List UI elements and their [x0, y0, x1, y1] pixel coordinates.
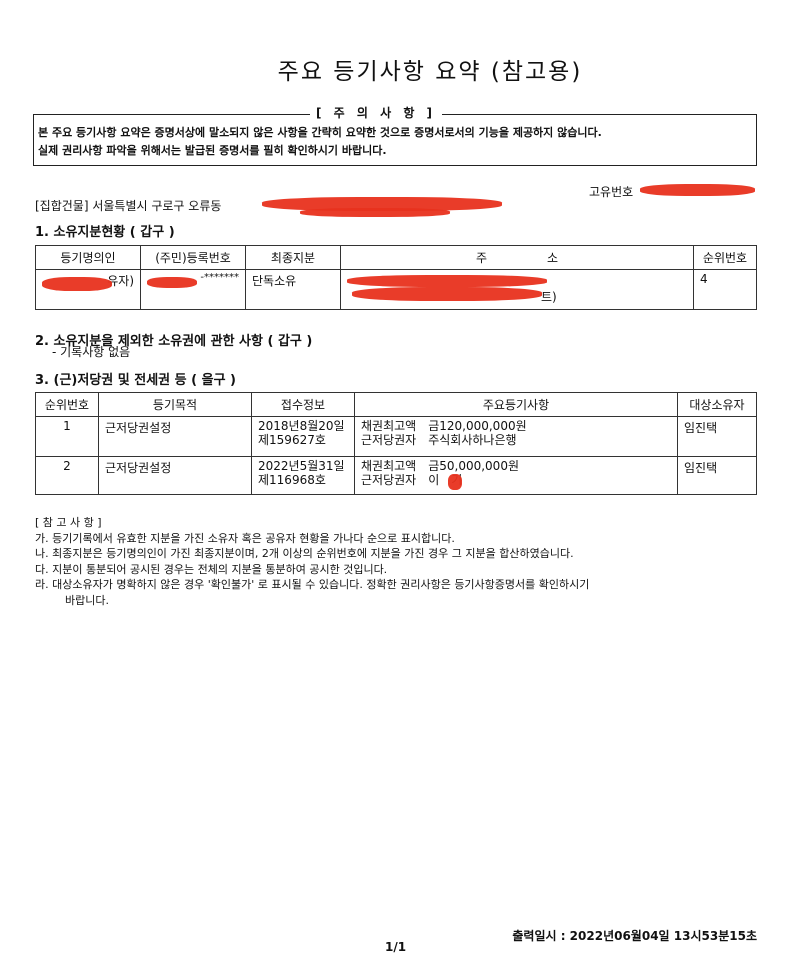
receipt-info: 2018년8월20일 제159627호 [251, 416, 355, 457]
registration-purpose: 근저당권설정 [98, 416, 252, 457]
col-header: 등기목적 [98, 392, 252, 417]
final-share: 단독소유 [245, 269, 341, 310]
page-title: 주요 등기사항 요약 (참고용) [277, 59, 583, 85]
notice-heading: [ 주 의 사 항 ] [310, 104, 443, 121]
notes-heading: [ 참 고 사 항 ] [35, 516, 102, 529]
col-header: 대상소유자 [677, 392, 757, 417]
redaction [352, 287, 542, 301]
rank-number: 4 [693, 269, 757, 310]
note-item: 라. 대상소유자가 명확하지 않은 경우 '확인불가' 로 표시될 수 있습니다… [35, 578, 590, 591]
section-1-title: 1. 소유지분현황 ( 갑구 ) [35, 225, 175, 240]
col-header: 순위번호 [35, 392, 99, 417]
col-header: 주 소 [340, 245, 694, 270]
col-header: 등기명의인 [35, 245, 141, 270]
rank-number: 2 [35, 456, 99, 495]
redaction [640, 184, 755, 196]
target-owner: 임진택 [677, 416, 757, 457]
col-header: 주요등기사항 [354, 392, 678, 417]
redaction [42, 277, 112, 291]
ownership-table: 등기명의인 (주민)등록번호 최종지분 주 소 순위번호 유자) -******… [35, 245, 757, 310]
notice-line-2: 실제 권리사항 파악을 위해서는 발급된 증명서를 필히 확인하시기 바랍니다. [38, 144, 387, 157]
note-item: 다. 지분이 통분되어 공시된 경우는 전체의 지분을 통분하여 공시한 것입니… [35, 562, 388, 576]
notice-box: 본 주요 등기사항 요약은 증명서상에 말소되지 않은 사항을 간략히 요약한 … [33, 114, 757, 166]
redaction [347, 275, 547, 287]
redaction [300, 208, 450, 217]
redaction [262, 197, 502, 211]
table-row: 2 근저당권설정 2022년5월31일 제116968호 채권최고액 금50,00… [35, 456, 757, 495]
property-address: [집합건물] 서울특별시 구로구 오류동 [35, 199, 222, 213]
receipt-number: 제159627호 [258, 433, 326, 447]
max-claim: 채권최고액 금50,000,000원 [361, 459, 519, 473]
max-claim: 채권최고액 금120,000,000원 [361, 419, 527, 433]
note-item: 가. 등기기록에서 유효한 지분을 가진 소유자 혹은 공유자 현황을 가나다 … [35, 531, 455, 545]
mortgage-table: 순위번호 등기목적 접수정보 주요등기사항 대상소유자 1 근저당권설정 201… [35, 392, 757, 495]
col-header: 순위번호 [693, 245, 757, 270]
receipt-info: 2022년5월31일 제116968호 [251, 456, 355, 495]
receipt-date: 2018년8월20일 [258, 419, 345, 433]
main-details: 채권최고액 금50,000,000원 근저당권자 이 기 [354, 456, 678, 495]
mortgagee: 근저당권자 주식회사하나은행 [361, 433, 517, 447]
receipt-date: 2022년5월31일 [258, 459, 345, 473]
section-2-body: - 기록사항 없음 [52, 345, 131, 359]
receipt-number: 제116968호 [258, 473, 326, 487]
page-number: 1/1 [385, 940, 407, 954]
print-datetime: 출력일시 : 2022년06월04일 13시53분15초 [512, 929, 757, 943]
section-2-title: 2. 소유지분을 제외한 소유권에 관한 사항 ( 갑구 ) [35, 334, 313, 349]
redaction [147, 277, 197, 288]
main-details: 채권최고액 금120,000,000원 근저당권자 주식회사하나은행 [354, 416, 678, 457]
unique-number-label: 고유번호 [589, 185, 634, 199]
col-header: 접수정보 [251, 392, 355, 417]
note-item: 나. 최종지분은 등기명의인이 가진 최종지분이며, 2개 이상의 순위번호에 … [35, 547, 574, 560]
table-row: 1 근저당권설정 2018년8월20일 제159627호 채권최고액 금120,0… [35, 416, 757, 457]
redaction [448, 474, 462, 490]
rank-number: 1 [35, 416, 99, 457]
registration-number: -******* [140, 269, 246, 310]
mortgagee: 근저당권자 이 기 [361, 473, 463, 487]
target-owner: 임진택 [677, 456, 757, 495]
note-item: 바랍니다. [65, 593, 109, 607]
col-header: 최종지분 [245, 245, 341, 270]
section-3-title: 3. (근)저당권 및 전세권 등 ( 을구 ) [35, 373, 236, 388]
registration-purpose: 근저당권설정 [98, 456, 252, 495]
notice-line-1: 본 주요 등기사항 요약은 증명서상에 말소되지 않은 사항을 간략히 요약한 … [38, 126, 602, 139]
col-header: (주민)등록번호 [140, 245, 246, 270]
reference-notes: [ 참 고 사 항 ] 가. 등기기록에서 유효한 지분을 가진 소유자 혹은 … [35, 515, 589, 608]
